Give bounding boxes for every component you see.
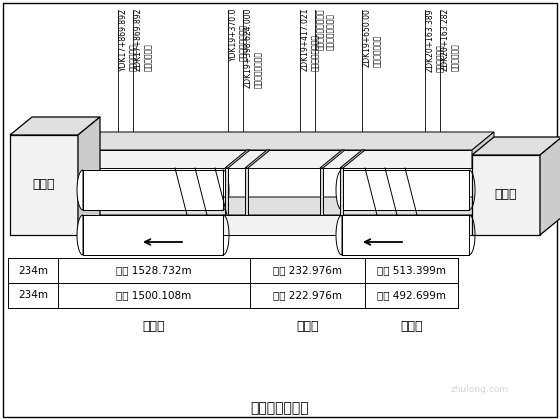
Polygon shape (77, 215, 83, 255)
Text: 234m: 234m (18, 291, 48, 300)
Text: ZDK20+163.389
区间终点里程: ZDK20+163.389 区间终点里程 (426, 8, 445, 71)
Bar (320, 168, 323, 215)
Text: ZDK19+417.021
中间竖井终点里程: ZDK19+417.021 中间竖井终点里程 (301, 8, 320, 71)
Bar (340, 168, 343, 215)
Text: 左线 1528.732m: 左线 1528.732m (116, 265, 192, 276)
Bar (10, 135, 78, 235)
Polygon shape (77, 170, 83, 210)
Polygon shape (78, 197, 494, 215)
Polygon shape (336, 215, 342, 255)
Bar (225, 168, 228, 215)
Polygon shape (78, 117, 100, 235)
Polygon shape (472, 137, 560, 155)
Bar (472, 155, 540, 235)
Polygon shape (540, 137, 560, 235)
Text: ZDK17+869.892
区间终点里程: ZDK17+869.892 区间终点里程 (134, 8, 153, 71)
Text: 右线 1500.108m: 右线 1500.108m (116, 291, 192, 300)
Polygon shape (336, 170, 342, 210)
Bar (342, 170, 469, 210)
Text: ZDK20+163.282
区间终点里程: ZDK20+163.282 区间终点里程 (441, 8, 460, 71)
Text: YDK19+370.0
竹山站配套点里程: YDK19+370.0 竹山站配套点里程 (229, 8, 249, 61)
Text: 左线 222.976m: 左线 222.976m (273, 291, 342, 300)
Polygon shape (320, 150, 345, 168)
Polygon shape (472, 197, 494, 235)
Bar (342, 215, 469, 255)
Text: zhulong.com: zhulong.com (451, 386, 509, 394)
Polygon shape (78, 132, 494, 150)
Bar (78, 215, 472, 235)
Bar (83, 170, 223, 210)
Text: 西平站: 西平站 (32, 178, 55, 192)
Text: 标段工程范围图: 标段工程范围图 (251, 401, 309, 415)
Text: 矿山段: 矿山段 (296, 320, 319, 333)
Text: 中国盾构机检修基地
竖山经营区点里程: 中国盾构机检修基地 竖山经营区点里程 (316, 8, 335, 50)
Bar (245, 168, 248, 215)
Text: 蛤地站: 蛤地站 (494, 189, 517, 202)
Text: 盾构段: 盾构段 (143, 320, 165, 333)
Text: 234m: 234m (18, 265, 48, 276)
Text: YDK17+869.892
区间起点里程: YDK17+869.892 区间起点里程 (119, 8, 138, 71)
Text: ZDK19+398.624.000
中间竖井起点里程: ZDK19+398.624.000 中间竖井起点里程 (244, 8, 263, 89)
Text: 右线 492.699m: 右线 492.699m (377, 291, 446, 300)
Bar (78, 150, 472, 168)
Text: 左线 232.976m: 左线 232.976m (273, 265, 342, 276)
Bar (83, 215, 223, 255)
Polygon shape (225, 150, 250, 168)
Text: ZDK19+650.00
竹山站终点里程: ZDK19+650.00 竹山站终点里程 (363, 8, 382, 67)
Text: 盾构段: 盾构段 (400, 320, 423, 333)
Polygon shape (472, 132, 494, 168)
Polygon shape (245, 150, 270, 168)
Polygon shape (340, 150, 365, 168)
Text: 左线 513.399m: 左线 513.399m (377, 265, 446, 276)
Polygon shape (10, 117, 100, 135)
